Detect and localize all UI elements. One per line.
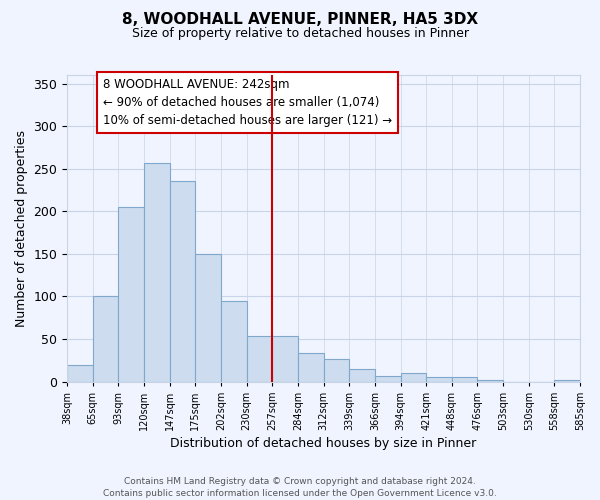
Bar [221, 300, 247, 382]
Text: Size of property relative to detached houses in Pinner: Size of property relative to detached ho… [131, 28, 469, 40]
Bar [401, 373, 426, 382]
Bar [93, 296, 118, 382]
Bar [298, 354, 323, 382]
Bar [144, 162, 170, 382]
X-axis label: Distribution of detached houses by size in Pinner: Distribution of detached houses by size … [170, 437, 477, 450]
Bar [452, 378, 478, 382]
Bar [272, 336, 298, 382]
Text: 8, WOODHALL AVENUE, PINNER, HA5 3DX: 8, WOODHALL AVENUE, PINNER, HA5 3DX [122, 12, 478, 28]
Bar [349, 369, 375, 382]
Text: Contains HM Land Registry data © Crown copyright and database right 2024.
Contai: Contains HM Land Registry data © Crown c… [103, 476, 497, 498]
Bar [323, 360, 349, 382]
Bar [478, 380, 503, 382]
Bar [170, 180, 196, 382]
Bar [196, 254, 221, 382]
Bar [118, 207, 144, 382]
Bar [247, 336, 272, 382]
Bar [375, 376, 401, 382]
Bar [554, 380, 580, 382]
Bar [426, 378, 452, 382]
Text: 8 WOODHALL AVENUE: 242sqm
← 90% of detached houses are smaller (1,074)
10% of se: 8 WOODHALL AVENUE: 242sqm ← 90% of detac… [103, 78, 392, 127]
Bar [67, 366, 93, 382]
Y-axis label: Number of detached properties: Number of detached properties [15, 130, 28, 327]
